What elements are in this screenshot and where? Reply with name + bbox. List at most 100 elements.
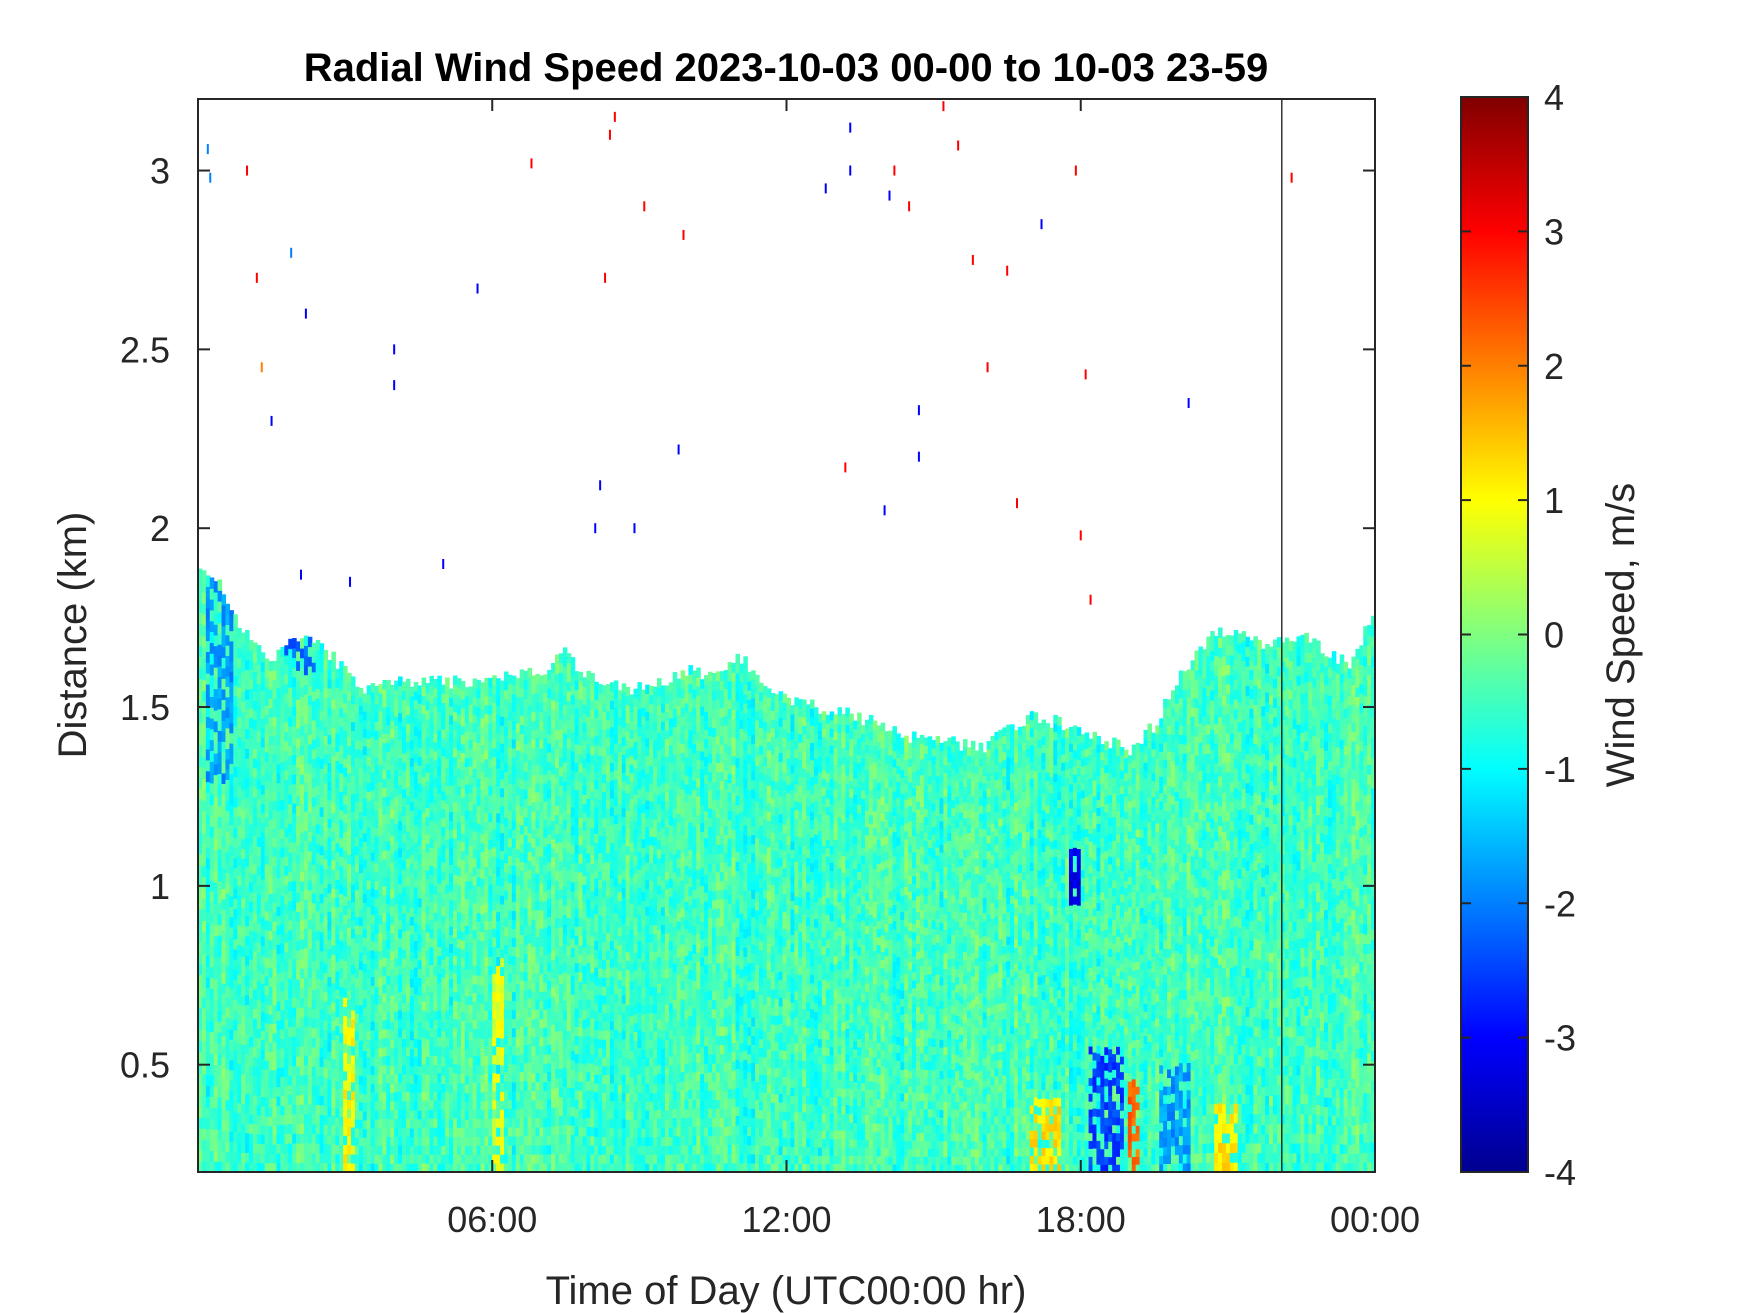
heat-cell (366, 818, 372, 828)
heat-cell (198, 1106, 203, 1118)
heat-cell (390, 941, 395, 952)
heat-cell (296, 786, 301, 797)
heat-cell (358, 1004, 364, 1015)
heat-cell (260, 737, 266, 748)
heat-cell (413, 1073, 419, 1084)
heat-cell (252, 931, 258, 942)
heat-cell (292, 977, 297, 989)
heat-cell (201, 996, 207, 1009)
heat-cell (527, 768, 533, 779)
heat-cell (237, 627, 242, 639)
heat-cell (539, 1009, 544, 1020)
heat-cell (492, 846, 497, 857)
heat-cell (245, 836, 250, 848)
heat-cell (374, 800, 380, 811)
heat-cell (241, 917, 246, 928)
heat-cell (547, 1016, 552, 1027)
heat-cell (535, 945, 540, 956)
heat-cell (456, 1019, 462, 1029)
heat-cell (229, 1069, 234, 1081)
heat-cell (382, 975, 387, 985)
heat-cell (225, 655, 230, 667)
heat-cell (468, 995, 474, 1005)
heat-cell (551, 1107, 556, 1118)
heat-cell (472, 1019, 478, 1030)
heat-cell (504, 698, 509, 709)
heat-cell (280, 961, 285, 973)
heat-cell (213, 1075, 219, 1087)
heat-cell (484, 983, 489, 993)
heat-cell (347, 1081, 352, 1091)
heat-cell (480, 780, 485, 790)
heat-cell (264, 705, 270, 716)
heat-cell (331, 1143, 336, 1154)
heat-cell (280, 713, 285, 724)
heat-cell (327, 1004, 332, 1015)
heat-cell (378, 1136, 383, 1146)
heat-cell (256, 1066, 262, 1077)
heat-cell (327, 753, 332, 764)
heat-cell (252, 681, 258, 692)
heat-cell (374, 1057, 380, 1067)
heat-cell (351, 793, 356, 804)
heat-cell (535, 1018, 540, 1028)
heat-cell (366, 1003, 372, 1014)
heat-cell (378, 1118, 383, 1129)
heat-cell (264, 742, 270, 753)
heat-cell (272, 679, 278, 690)
heat-cell (551, 940, 556, 951)
heat-cell (417, 765, 423, 775)
heat-cell (515, 1091, 521, 1101)
heat-cell (535, 782, 540, 793)
heat-cell (421, 812, 427, 822)
heat-cell (504, 926, 509, 937)
heat-cell (370, 878, 376, 889)
heat-cell (519, 1144, 525, 1155)
heat-cell (476, 858, 482, 869)
heat-cell (456, 1082, 462, 1092)
heat-cell (221, 688, 227, 700)
heat-cell (464, 837, 470, 847)
heat-cell (221, 867, 227, 879)
heat-cell (205, 640, 211, 652)
heat-cell (264, 845, 270, 856)
heat-cell (217, 945, 223, 958)
heat-cell (531, 783, 536, 794)
heat-cell (300, 812, 305, 824)
heat-cell (484, 1154, 489, 1164)
heat-cell (441, 941, 446, 952)
heat-cell (421, 938, 427, 948)
heat-cell (296, 901, 301, 913)
heat-cell (476, 1073, 482, 1084)
heat-cell (264, 929, 270, 940)
heat-cell (331, 869, 336, 880)
heat-cell (366, 995, 372, 1005)
heat-cell (315, 1162, 321, 1172)
heat-cell (547, 934, 552, 945)
heat-cell (437, 1054, 442, 1065)
heat-cell (217, 1096, 223, 1108)
heat-cell (386, 1109, 391, 1119)
heat-cell (354, 854, 360, 864)
heat-cell (429, 793, 434, 803)
heat-cell (264, 1059, 270, 1070)
heat-cell (284, 798, 289, 809)
heat-cell (343, 1125, 348, 1136)
heat-cell (303, 811, 309, 822)
heat-cell (402, 681, 407, 692)
heat-cell (280, 799, 285, 810)
heat-cell (217, 644, 223, 656)
heat-cell (229, 1151, 234, 1163)
heat-cell (543, 1000, 548, 1010)
heat-cell (256, 827, 262, 838)
heat-cell (531, 711, 536, 722)
heat-cell (539, 856, 544, 866)
heat-cell (531, 1027, 536, 1038)
heat-cell (351, 1090, 356, 1101)
heat-cell (300, 958, 305, 969)
heat-cell (511, 865, 517, 875)
heat-cell (256, 1124, 262, 1135)
heat-cell (217, 1042, 223, 1055)
heat-cell (307, 714, 313, 725)
heat-cell (354, 1154, 360, 1164)
